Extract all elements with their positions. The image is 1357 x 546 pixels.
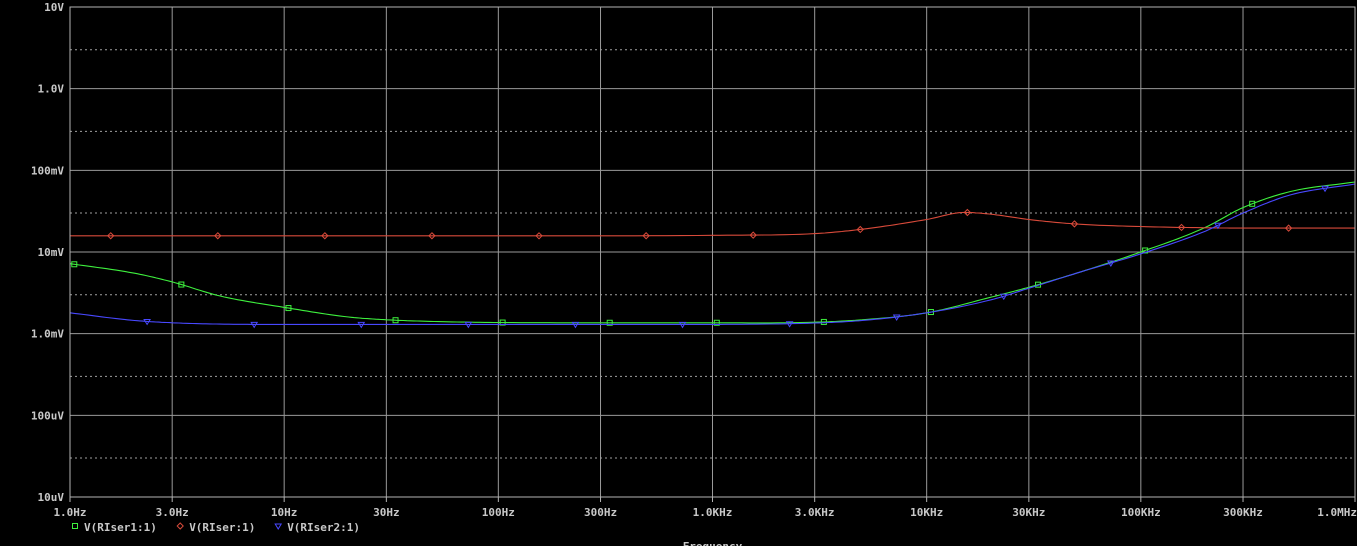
series-marker xyxy=(785,321,794,328)
series-marker xyxy=(713,319,720,326)
x-tick-label: 300KHz xyxy=(1223,506,1263,519)
x-tick-label: 1.0Hz xyxy=(53,506,86,519)
series-line xyxy=(69,183,1356,325)
series-marker xyxy=(963,208,972,217)
x-tick-label: 100Hz xyxy=(482,506,515,519)
series-marker xyxy=(820,318,827,325)
series-marker xyxy=(642,232,650,240)
x-tick-label: 300Hz xyxy=(584,506,617,519)
grid xyxy=(69,6,1356,498)
series-marker xyxy=(464,321,473,329)
series-marker xyxy=(285,305,292,312)
series-marker xyxy=(999,293,1008,301)
series-marker xyxy=(321,232,329,240)
x-tick-label: 30Hz xyxy=(373,506,400,519)
series-marker xyxy=(392,317,399,324)
series-marker xyxy=(71,261,78,268)
legend-marker xyxy=(72,523,78,529)
series-marker xyxy=(178,281,185,288)
x-axis-label: Frequency xyxy=(683,540,743,546)
x-tick-label: 10KHz xyxy=(910,506,943,519)
series-marker xyxy=(606,319,613,326)
series-marker xyxy=(1321,185,1329,193)
series-V(RIser:1) xyxy=(70,208,1355,240)
series-marker xyxy=(856,225,864,234)
legend-marker xyxy=(274,523,283,530)
axes: 10V 1.0V 100mV 10mV 1.0mV 100uV 10uV 1.0Hz 3.0Hz… xyxy=(31,1,1357,546)
series-marker xyxy=(250,321,259,329)
legend: V(RIser1:1) V(RIser:1) V(RIser2:1) xyxy=(72,521,360,534)
y-tick-label: 100uV xyxy=(31,409,64,422)
y-tick-label: 10mV xyxy=(38,246,65,259)
series-marker xyxy=(106,232,115,240)
series-marker xyxy=(1284,224,1293,232)
series-marker xyxy=(357,321,366,329)
legend-label: V(RIser:1) xyxy=(189,521,255,534)
x-tick-label: 3.0KHz xyxy=(795,506,835,519)
series-line xyxy=(69,181,1356,324)
series-marker xyxy=(1214,222,1222,230)
x-tick-label: 10Hz xyxy=(271,506,298,519)
y-tick-label: 1.0mV xyxy=(31,328,64,341)
series-marker xyxy=(892,314,901,321)
series-marker xyxy=(535,232,543,240)
series-marker xyxy=(571,321,580,329)
series-marker xyxy=(749,231,757,239)
x-tick-label: 1.0KHz xyxy=(693,506,733,519)
series-marker xyxy=(1070,220,1079,228)
y-tick-label: 10uV xyxy=(38,491,65,504)
y-tick-label: 100mV xyxy=(31,164,64,177)
series-marker xyxy=(678,321,687,329)
series-marker xyxy=(1142,247,1149,254)
legend-marker xyxy=(176,522,184,530)
x-tick-label: 30KHz xyxy=(1012,506,1045,519)
series-V(RIser2:1) xyxy=(69,183,1356,329)
series-marker xyxy=(1249,200,1256,207)
y-tick-label: 10V xyxy=(44,1,64,14)
legend-label: V(RIser1:1) xyxy=(84,521,157,534)
series-marker xyxy=(1177,223,1186,232)
legend-label: V(RIser2:1) xyxy=(287,521,360,534)
y-tick-label: 1.0V xyxy=(38,83,65,96)
series-marker xyxy=(143,318,151,326)
series-marker xyxy=(1106,260,1115,267)
x-tick-label: 100KHz xyxy=(1121,506,1161,519)
series-V(RIser1:1) xyxy=(69,181,1356,326)
series-marker xyxy=(428,232,436,240)
series-marker xyxy=(499,319,506,326)
x-tick-label: 1.0MHz xyxy=(1317,506,1357,519)
series-marker xyxy=(214,232,222,240)
x-tick-label: 3.0Hz xyxy=(156,506,189,519)
series-layer xyxy=(69,181,1356,329)
